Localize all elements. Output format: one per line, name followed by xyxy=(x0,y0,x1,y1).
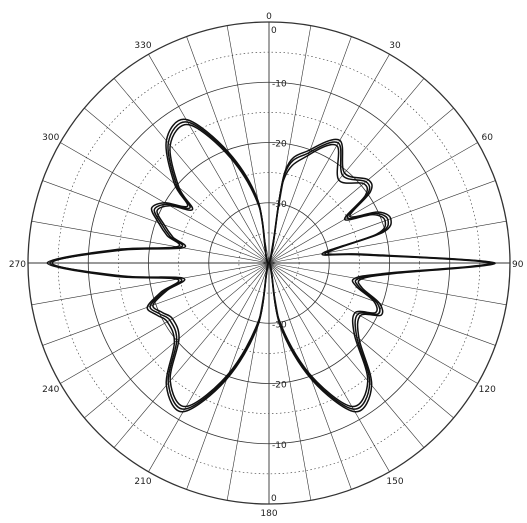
spoke-60 xyxy=(268,142,478,264)
radial-tick-bottom-20: -20 xyxy=(272,381,287,391)
pattern-series xyxy=(46,118,496,413)
angle-tick-300: 300 xyxy=(42,133,59,143)
spoke-130 xyxy=(268,262,454,419)
spoke-100 xyxy=(268,262,507,306)
angle-tick-0: 0 xyxy=(266,12,272,22)
series-line-3 xyxy=(46,118,496,413)
radial-tick-bottom-30: -30 xyxy=(272,320,287,330)
radial-tick-top-20: -20 xyxy=(272,140,287,150)
spoke-210 xyxy=(148,262,270,472)
spoke-170 xyxy=(268,262,312,501)
tick-labels: 0 30 60 90 120 150 180 210 240 270 300 330 0 0 -10 -10 -… xyxy=(9,12,524,519)
angle-tick-180: 180 xyxy=(260,509,277,519)
angle-tick-30: 30 xyxy=(389,41,401,51)
radial-tick-bottom-10: -10 xyxy=(272,441,287,451)
spoke-250 xyxy=(42,262,270,346)
angle-tick-120: 120 xyxy=(479,385,496,395)
spoke-190 xyxy=(226,262,270,501)
spoke-40 xyxy=(268,78,425,264)
spoke-280 xyxy=(31,220,270,264)
spoke-50 xyxy=(268,107,454,264)
angle-tick-60: 60 xyxy=(482,133,494,143)
spoke-290 xyxy=(42,180,270,264)
series-line-1 xyxy=(51,121,494,410)
spoke-80 xyxy=(268,220,507,264)
spoke-260 xyxy=(31,262,270,306)
angle-tick-150: 150 xyxy=(386,477,403,487)
spoke-150 xyxy=(268,262,390,472)
spoke-240 xyxy=(60,262,270,384)
radial-tick-0-top: 0 xyxy=(271,26,277,36)
radial-tick-0-bottom: 0 xyxy=(271,494,277,504)
spoke-320 xyxy=(113,78,270,264)
spoke-110 xyxy=(268,262,496,346)
spoke-340 xyxy=(186,36,270,264)
radial-tick-top-10: -10 xyxy=(272,79,287,89)
angle-tick-90: 90 xyxy=(512,260,524,270)
angle-tick-330: 330 xyxy=(134,41,151,51)
spoke-330 xyxy=(148,54,270,264)
spoke-140 xyxy=(268,262,425,448)
spoke-220 xyxy=(113,262,270,448)
spoke-70 xyxy=(268,180,496,264)
spoke-120 xyxy=(268,262,478,384)
spoke-30 xyxy=(268,54,390,264)
radial-tick-top-30: -30 xyxy=(272,200,287,210)
angle-tick-270: 270 xyxy=(9,260,26,270)
angle-tick-240: 240 xyxy=(42,385,59,395)
angle-tick-210: 210 xyxy=(134,477,151,487)
